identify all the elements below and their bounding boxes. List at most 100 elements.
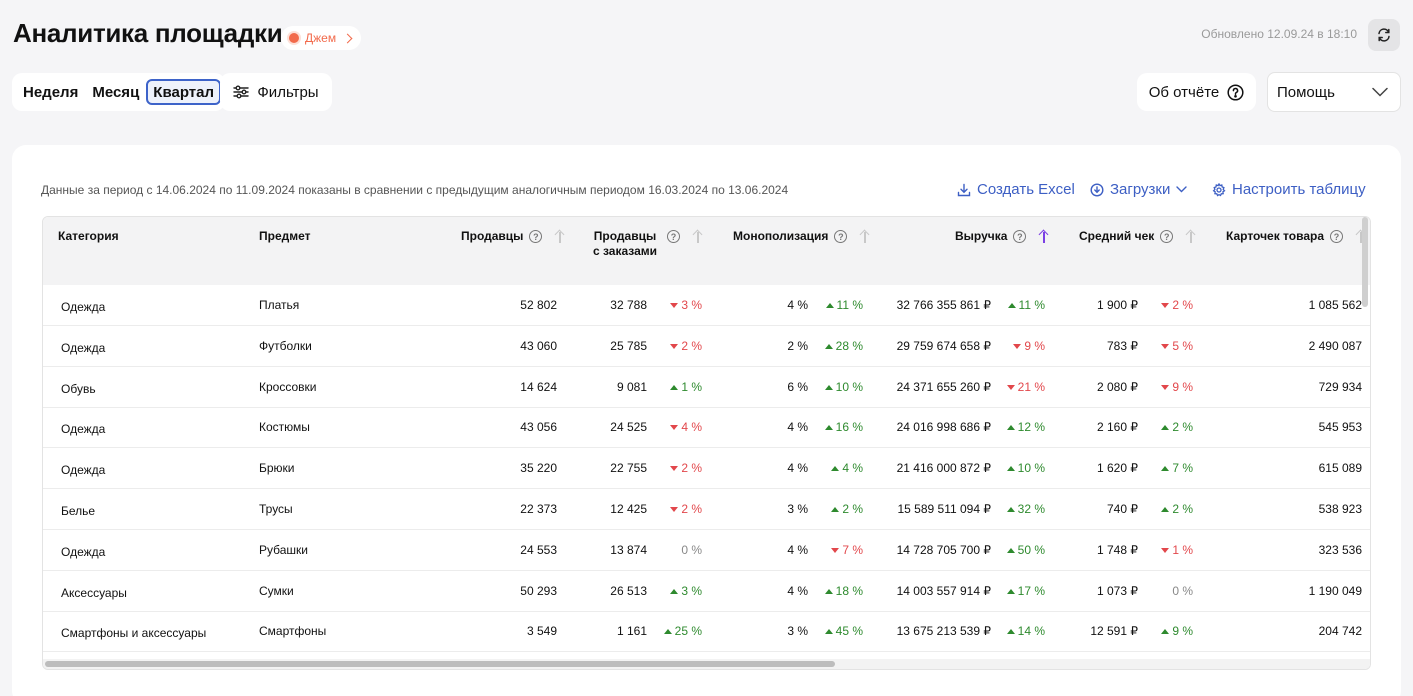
triangle-down-icon bbox=[670, 303, 679, 308]
sellers-cell: 14 624 bbox=[520, 379, 557, 394]
avg-check-cell: 783 ₽ bbox=[1107, 338, 1138, 353]
table-card: Данные за период с 14.06.2024 по 11.09.2… bbox=[12, 145, 1401, 696]
subject-cell: Трусы bbox=[259, 502, 293, 516]
help-circle-icon[interactable]: ? bbox=[1330, 230, 1343, 243]
change-value: 2 % bbox=[681, 338, 702, 353]
table-row[interactable]: Смартфоны и аксессуары Смартфоны 3 549 1 16… bbox=[43, 611, 1370, 653]
monopolization-change: 18 % bbox=[824, 584, 863, 598]
store-badge[interactable]: Джем bbox=[281, 26, 362, 50]
change-value: 4 % bbox=[842, 461, 863, 476]
help-circle-icon[interactable]: ? bbox=[529, 230, 543, 243]
avg-check-cell: 2 080 ₽ bbox=[1097, 379, 1138, 394]
gear-icon bbox=[1212, 182, 1226, 196]
change-value: 17 % bbox=[1017, 583, 1045, 598]
table-row[interactable]: Одежда Платья 52 802 32 788 4 % 32 766 355 86… bbox=[43, 285, 1370, 326]
sellers-with-orders-change: 3 % bbox=[670, 298, 702, 312]
column-header-sellers[interactable]: Продавцы ? bbox=[461, 229, 566, 243]
product-cards-cell: 729 934 bbox=[1318, 379, 1362, 394]
triangle-up-icon bbox=[1006, 507, 1015, 512]
sort-arrow-icon[interactable] bbox=[1355, 229, 1367, 243]
change-value: 50 % bbox=[1017, 542, 1045, 557]
product-cards-cell: 323 536 bbox=[1318, 542, 1362, 557]
sort-arrow-icon[interactable] bbox=[554, 229, 566, 243]
product-cards-cell: 538 923 bbox=[1318, 502, 1362, 516]
sellers-cell: 43 060 bbox=[520, 338, 557, 353]
column-header-subject[interactable]: Предмет bbox=[259, 229, 311, 243]
change-value: 3 % bbox=[681, 298, 702, 312]
configure-table-button[interactable]: Настроить таблицу bbox=[1212, 181, 1366, 198]
downloads-dropdown[interactable]: Загрузки bbox=[1090, 181, 1188, 198]
filters-button[interactable]: Фильтры bbox=[220, 73, 332, 111]
avg-check-change: 2 % bbox=[1161, 502, 1193, 516]
change-value: 25 % bbox=[674, 624, 702, 639]
sellers-with-orders-cell: 9 081 bbox=[616, 379, 647, 394]
sort-arrow-active-icon[interactable] bbox=[1038, 229, 1050, 243]
vertical-scrollbar[interactable] bbox=[1362, 217, 1368, 307]
table-row[interactable]: Обувь Кроссовки 14 624 9 081 6 % 24 371 655 2… bbox=[43, 367, 1370, 408]
help-circle-icon[interactable]: ? bbox=[1013, 230, 1027, 243]
column-header-category[interactable]: Категория bbox=[58, 229, 119, 243]
triangle-up-icon bbox=[1161, 425, 1170, 431]
about-report-button[interactable]: Об отчёте bbox=[1137, 73, 1256, 111]
table-header: Категория Предмет Продавцы ? Продавцы с … bbox=[43, 217, 1370, 285]
revenue-cell: 21 416 000 872 ₽ bbox=[896, 461, 991, 476]
triangle-up-icon bbox=[663, 629, 672, 635]
revenue-cell: 14 728 705 700 ₽ bbox=[896, 542, 991, 557]
triangle-down-icon bbox=[1013, 343, 1022, 349]
column-header-product-cards[interactable]: Карточек товара ? bbox=[1226, 229, 1367, 243]
help-circle-icon[interactable]: ? bbox=[834, 230, 848, 243]
revenue-cell: 13 675 213 539 ₽ bbox=[896, 624, 991, 639]
help-circle-icon[interactable]: ? bbox=[1160, 230, 1174, 243]
table-row[interactable]: Белье Трусы 22 373 12 425 3 % 15 589 511 094 … bbox=[43, 489, 1370, 530]
period-quarter-button[interactable]: Квартал bbox=[146, 79, 221, 105]
table-row[interactable]: Одежда Рубашки 24 553 13 874 4 % 14 728 705 7… bbox=[43, 530, 1370, 571]
table-row[interactable]: Одежда Футболки 43 060 25 785 2 % 29 759 674 … bbox=[43, 326, 1370, 367]
monopolization-cell: 2 % bbox=[787, 338, 808, 353]
avg-check-cell: 740 ₽ bbox=[1107, 502, 1138, 516]
category-cell: Обувь bbox=[61, 381, 96, 396]
change-value: 1 % bbox=[1172, 542, 1193, 557]
help-dropdown-label: Помощь bbox=[1277, 83, 1335, 101]
product-cards-cell: 545 953 bbox=[1318, 420, 1362, 435]
help-circle-icon[interactable]: ? bbox=[667, 230, 680, 243]
subject-cell: Кроссовки bbox=[259, 379, 317, 394]
refresh-button[interactable] bbox=[1368, 19, 1400, 51]
create-excel-button[interactable]: Создать Excel bbox=[957, 181, 1075, 198]
store-dot-icon bbox=[289, 33, 299, 43]
period-month-button[interactable]: Месяц bbox=[92, 83, 140, 101]
sort-arrow-icon[interactable] bbox=[859, 229, 871, 243]
triangle-down-icon bbox=[1161, 384, 1170, 390]
sort-arrow-icon[interactable] bbox=[692, 229, 704, 243]
column-header-monopolization[interactable]: Монополизация ? bbox=[733, 229, 871, 243]
table-row[interactable]: Одежда Костюмы 43 056 24 525 4 % 24 016 998 6… bbox=[43, 407, 1370, 449]
sort-arrow-icon[interactable] bbox=[1185, 229, 1197, 243]
sellers-with-orders-cell: 24 525 bbox=[610, 420, 647, 435]
period-selector: Неделя Месяц Квартал bbox=[12, 73, 225, 111]
table-row[interactable]: Одежда Брюки 35 220 22 755 4 % 21 416 000 872… bbox=[43, 448, 1370, 490]
monopolization-cell: 3 % bbox=[787, 502, 808, 516]
revenue-cell: 29 759 674 658 ₽ bbox=[896, 338, 991, 353]
column-header-sellers-with-orders[interactable]: Продавцы с заказами ? bbox=[589, 229, 704, 259]
horizontal-scrollbar[interactable] bbox=[45, 661, 835, 667]
change-value: 9 % bbox=[1172, 624, 1193, 639]
avg-check-change: 7 % bbox=[1161, 461, 1193, 475]
help-dropdown[interactable]: Помощь bbox=[1267, 72, 1401, 112]
monopolization-change: 45 % bbox=[824, 624, 863, 638]
period-week-button[interactable]: Неделя bbox=[23, 83, 79, 101]
revenue-change: 50 % bbox=[1006, 542, 1045, 557]
change-value: 14 % bbox=[1017, 624, 1045, 639]
category-cell: Смартфоны и аксессуары bbox=[61, 626, 207, 641]
subject-cell: Платья bbox=[259, 298, 300, 312]
triangle-up-icon bbox=[825, 303, 834, 308]
triangle-up-icon bbox=[1006, 629, 1015, 635]
avg-check-change: 2 % bbox=[1161, 420, 1193, 434]
change-value: 9 % bbox=[1024, 338, 1045, 353]
table-row[interactable]: Аксессуары Сумки 50 293 26 513 4 % 14 003 557… bbox=[43, 571, 1370, 612]
column-header-revenue[interactable]: Выручка ? bbox=[955, 229, 1050, 243]
configure-table-label: Настроить таблицу bbox=[1232, 181, 1366, 198]
product-cards-cell: 1 085 562 bbox=[1308, 298, 1362, 312]
triangle-up-icon bbox=[670, 588, 679, 594]
triangle-down-icon bbox=[670, 507, 679, 512]
column-header-avg-check[interactable]: Средний чек ? bbox=[1079, 229, 1197, 243]
download-icon bbox=[957, 183, 971, 196]
